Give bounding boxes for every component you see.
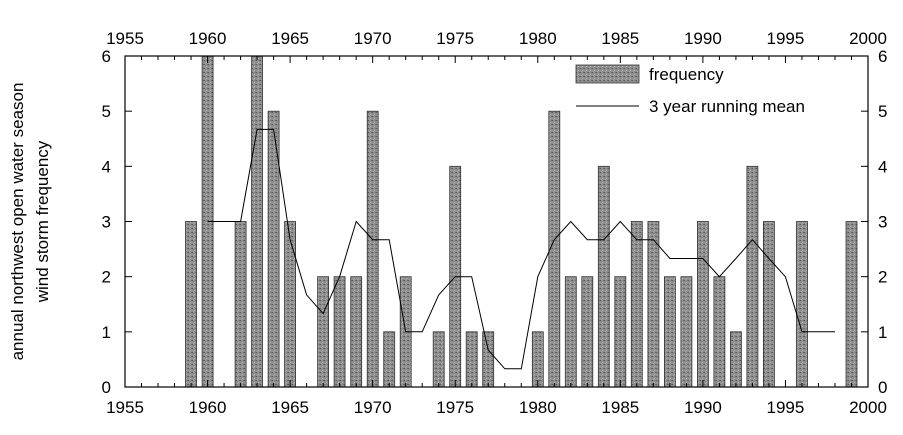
x-tick-label-bottom-1955: 1955 <box>106 398 144 417</box>
bar-1969 <box>350 276 363 388</box>
y-tick-label-right-1: 1 <box>878 323 887 342</box>
x-tick-label-top-1975: 1975 <box>436 29 474 48</box>
y-axis-label-line-1: annual northwest open water season <box>8 83 27 361</box>
x-tick-label-bottom-1965: 1965 <box>271 398 309 417</box>
x-tick-label-top-1970: 1970 <box>354 29 392 48</box>
bar-1962 <box>234 221 247 388</box>
x-tick-label-bottom-2000: 2000 <box>849 398 887 417</box>
bar-1987 <box>647 221 660 388</box>
bar-1980 <box>531 331 544 388</box>
bar-1977 <box>482 331 495 388</box>
running-mean-layer <box>207 128 835 370</box>
y-tick-label-right-5: 5 <box>878 102 887 121</box>
bar-1963 <box>251 55 264 388</box>
x-tick-label-bottom-1995: 1995 <box>767 398 805 417</box>
bar-1974 <box>432 331 445 388</box>
bar-1990 <box>697 221 709 388</box>
x-tick-label-top-1980: 1980 <box>519 29 557 48</box>
y-tick-label-left-1: 1 <box>102 323 111 342</box>
bar-1959 <box>185 221 197 388</box>
axes <box>124 55 869 388</box>
bar-1982 <box>564 276 577 388</box>
y-tick-label-left-6: 6 <box>102 47 111 66</box>
legend: frequency 3 year running mean <box>575 64 805 116</box>
x-tick-label-bottom-1970: 1970 <box>354 398 392 417</box>
bar-1985 <box>614 276 627 388</box>
bar-1991 <box>713 276 726 388</box>
x-tick-label-top-1990: 1990 <box>684 29 722 48</box>
bar-1970 <box>366 110 379 388</box>
bar-1992 <box>730 331 742 388</box>
bar-1993 <box>746 165 759 388</box>
bar-1968 <box>333 276 346 388</box>
bar-1983 <box>581 276 594 388</box>
y-tick-label-left-2: 2 <box>102 268 111 287</box>
legend-bar-swatch <box>575 64 640 84</box>
x-tick-label-top-1995: 1995 <box>767 29 805 48</box>
y-axis-label-line-2: wind storm frequency <box>33 140 52 303</box>
x-tick-label-bottom-1985: 1985 <box>601 398 639 417</box>
running-mean-line <box>207 128 835 370</box>
y-tick-label-right-3: 3 <box>878 213 887 232</box>
y-tick-label-right-0: 0 <box>878 378 887 397</box>
bar-1989 <box>680 276 693 388</box>
legend-label-frequency: frequency <box>649 65 724 84</box>
x-tick-label-top-1955: 1955 <box>106 29 144 48</box>
x-tick-label-top-1965: 1965 <box>271 29 309 48</box>
bar-1988 <box>664 276 676 388</box>
bar-1965 <box>284 221 297 388</box>
bar-1967 <box>317 276 330 388</box>
bar-1986 <box>630 221 643 388</box>
x-tick-label-bottom-1990: 1990 <box>684 398 722 417</box>
bar-1976 <box>465 331 478 388</box>
y-axis-label: annual northwest open water season wind s… <box>8 83 52 361</box>
x-tick-label-bottom-1980: 1980 <box>519 398 557 417</box>
x-tick-label-bottom-1975: 1975 <box>436 398 474 417</box>
bar-1971 <box>383 331 396 388</box>
y-tick-label-left-5: 5 <box>102 102 111 121</box>
y-tick-label-right-4: 4 <box>878 157 887 176</box>
legend-label-running-mean: 3 year running mean <box>649 97 805 116</box>
x-tick-label-top-1960: 1960 <box>189 29 227 48</box>
x-tick-label-bottom-1960: 1960 <box>189 398 227 417</box>
y-tick-label-left-4: 4 <box>102 157 111 176</box>
y-tick-label-right-6: 6 <box>878 47 887 66</box>
bar-1984 <box>597 165 610 388</box>
bar-1994 <box>763 221 775 388</box>
x-tick-label-top-2000: 2000 <box>849 29 887 48</box>
y-tick-label-right-2: 2 <box>878 268 887 287</box>
y-tick-label-left-0: 0 <box>102 378 111 397</box>
bar-1999 <box>845 221 858 388</box>
bar-1996 <box>796 221 808 388</box>
tick-labels: 1955 1955 1960 1960 1965 1965 1970 1970 1975 1975… <box>102 29 888 417</box>
x-tick-label-top-1985: 1985 <box>601 29 639 48</box>
y-tick-label-left-3: 3 <box>102 213 111 232</box>
